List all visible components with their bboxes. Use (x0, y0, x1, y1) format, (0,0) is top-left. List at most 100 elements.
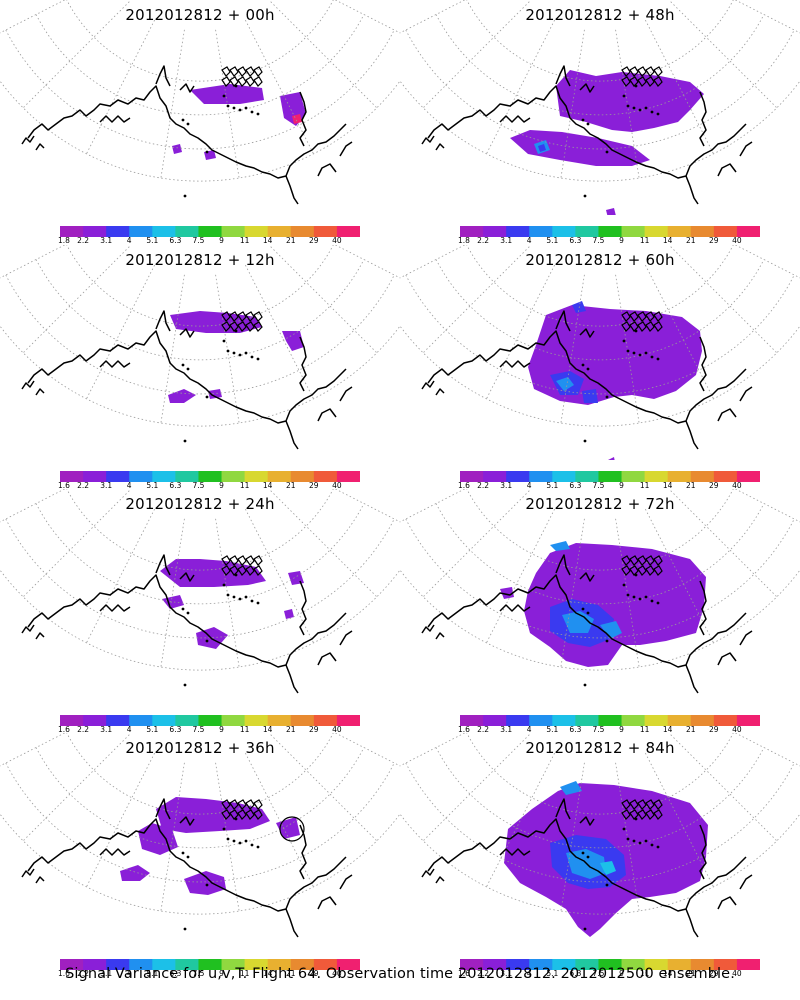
island-dot (222, 583, 226, 587)
island-dot (626, 837, 630, 841)
colorbar-label: 9 (619, 481, 624, 490)
island-dot (634, 817, 638, 821)
colorbar-swatch (244, 471, 269, 482)
island-dot (226, 349, 230, 353)
colorbar-swatches (460, 715, 761, 726)
meridian-line (215, 762, 240, 911)
meridian-line (334, 0, 400, 34)
colorbar-label: 40 (732, 969, 742, 978)
island-dot (183, 194, 187, 198)
colorbar-swatch (460, 226, 484, 237)
island-dot (183, 683, 187, 687)
panel-title: 2012012812 + 48h (525, 6, 675, 24)
colorbar-swatch (621, 715, 646, 726)
map-canvas (400, 733, 800, 938)
island-dot (581, 607, 585, 611)
coastline-segment (717, 896, 737, 910)
coastline-segment (435, 143, 445, 151)
island-dot (238, 353, 242, 357)
colorbar-labels: 1.6 2.2 3.1 4 5.1 6.3 7.5 9 11 14 21 29 40 (458, 481, 760, 493)
variance-region (172, 144, 182, 154)
coastline-segment (99, 115, 131, 123)
island-dot (222, 339, 226, 343)
colorbar: 1.6 2.2 3.1 4 5.1 6.3 7.5 9 11 14 21 29 40 (458, 711, 761, 739)
colorbar-label: 21 (686, 725, 696, 734)
island-dot (581, 118, 585, 122)
colorbar-label: 40 (332, 725, 342, 734)
colorbar-label: 5.1 (146, 969, 159, 978)
colorbar-label: 5.1 (546, 236, 559, 245)
colorbar-labels: 1.6 2.2 3.1 4 5.1 6.3 7.5 9 11 14 21 29 40 (58, 969, 360, 981)
island-dot (183, 927, 187, 931)
island-dot (222, 94, 226, 98)
island (253, 66, 263, 77)
coastline-segment (421, 624, 435, 634)
island (629, 555, 639, 566)
colorbar-swatch (690, 959, 715, 970)
meridian-line (334, 245, 400, 279)
meridian-line (86, 264, 155, 399)
colorbar-label: 2.2 (477, 236, 490, 245)
colorbar-swatch (336, 715, 361, 726)
colorbar-swatch (267, 226, 292, 237)
island-dot (232, 839, 236, 843)
colorbar-label: 29 (309, 725, 319, 734)
colorbar-label: 7.5 (192, 481, 205, 490)
colorbar-swatch (713, 226, 738, 237)
colorbar-label: 4 (126, 481, 132, 490)
coastline (421, 554, 753, 694)
coastline-segment (499, 360, 531, 368)
meridian-line (86, 508, 155, 643)
island-dot (244, 839, 248, 843)
colorbar-swatch (506, 471, 530, 482)
map-canvas (400, 489, 800, 694)
coastline (421, 65, 753, 205)
island-dot (186, 611, 190, 615)
coastline-segment (179, 816, 195, 826)
colorbar-swatch (667, 715, 692, 726)
island-dot (238, 108, 242, 112)
meridian-line (215, 518, 240, 667)
island (637, 321, 647, 332)
island (629, 311, 639, 322)
colorbar-swatch (129, 471, 153, 482)
island-dot (583, 683, 587, 687)
colorbar-swatches (460, 959, 761, 970)
island-dot (626, 104, 630, 108)
island-dot (650, 599, 654, 603)
colorbar-swatch (460, 959, 484, 970)
coastline-segment (499, 604, 531, 612)
coastline (21, 554, 353, 694)
colorbar-label: 4 (126, 969, 132, 978)
meridian-line (22, 734, 130, 842)
coastline-segment (435, 632, 445, 640)
coastline-segment (555, 554, 571, 576)
colorbar-swatch (83, 959, 107, 970)
island-dot (205, 150, 209, 154)
island-dot (583, 439, 587, 443)
variance-region (600, 861, 616, 875)
coastline-segment (717, 652, 737, 666)
coastline-segment (421, 380, 435, 390)
variance-region (538, 144, 546, 152)
variance-shading (510, 70, 704, 215)
island (645, 76, 655, 87)
variance-region (168, 389, 196, 403)
island-dot (232, 595, 236, 599)
island (621, 321, 631, 332)
island-dot (256, 601, 260, 605)
island (245, 321, 255, 332)
colorbar-label: 21 (286, 969, 296, 978)
arctic-archipelago (621, 66, 663, 87)
island-dot (622, 583, 626, 587)
coastline-segment (21, 135, 35, 145)
island (229, 799, 239, 810)
meridian-line (245, 752, 314, 887)
colorbar-swatch (506, 226, 530, 237)
colorbar-label: 21 (286, 725, 296, 734)
island-dot (222, 827, 226, 831)
island (229, 76, 239, 87)
colorbar-label: 5.1 (546, 725, 559, 734)
colorbar-swatch (106, 471, 130, 482)
colorbar-labels: 1.6 2.2 3.1 4 5.1 6.3 7.5 9 11 14 21 29 40 (458, 725, 760, 737)
